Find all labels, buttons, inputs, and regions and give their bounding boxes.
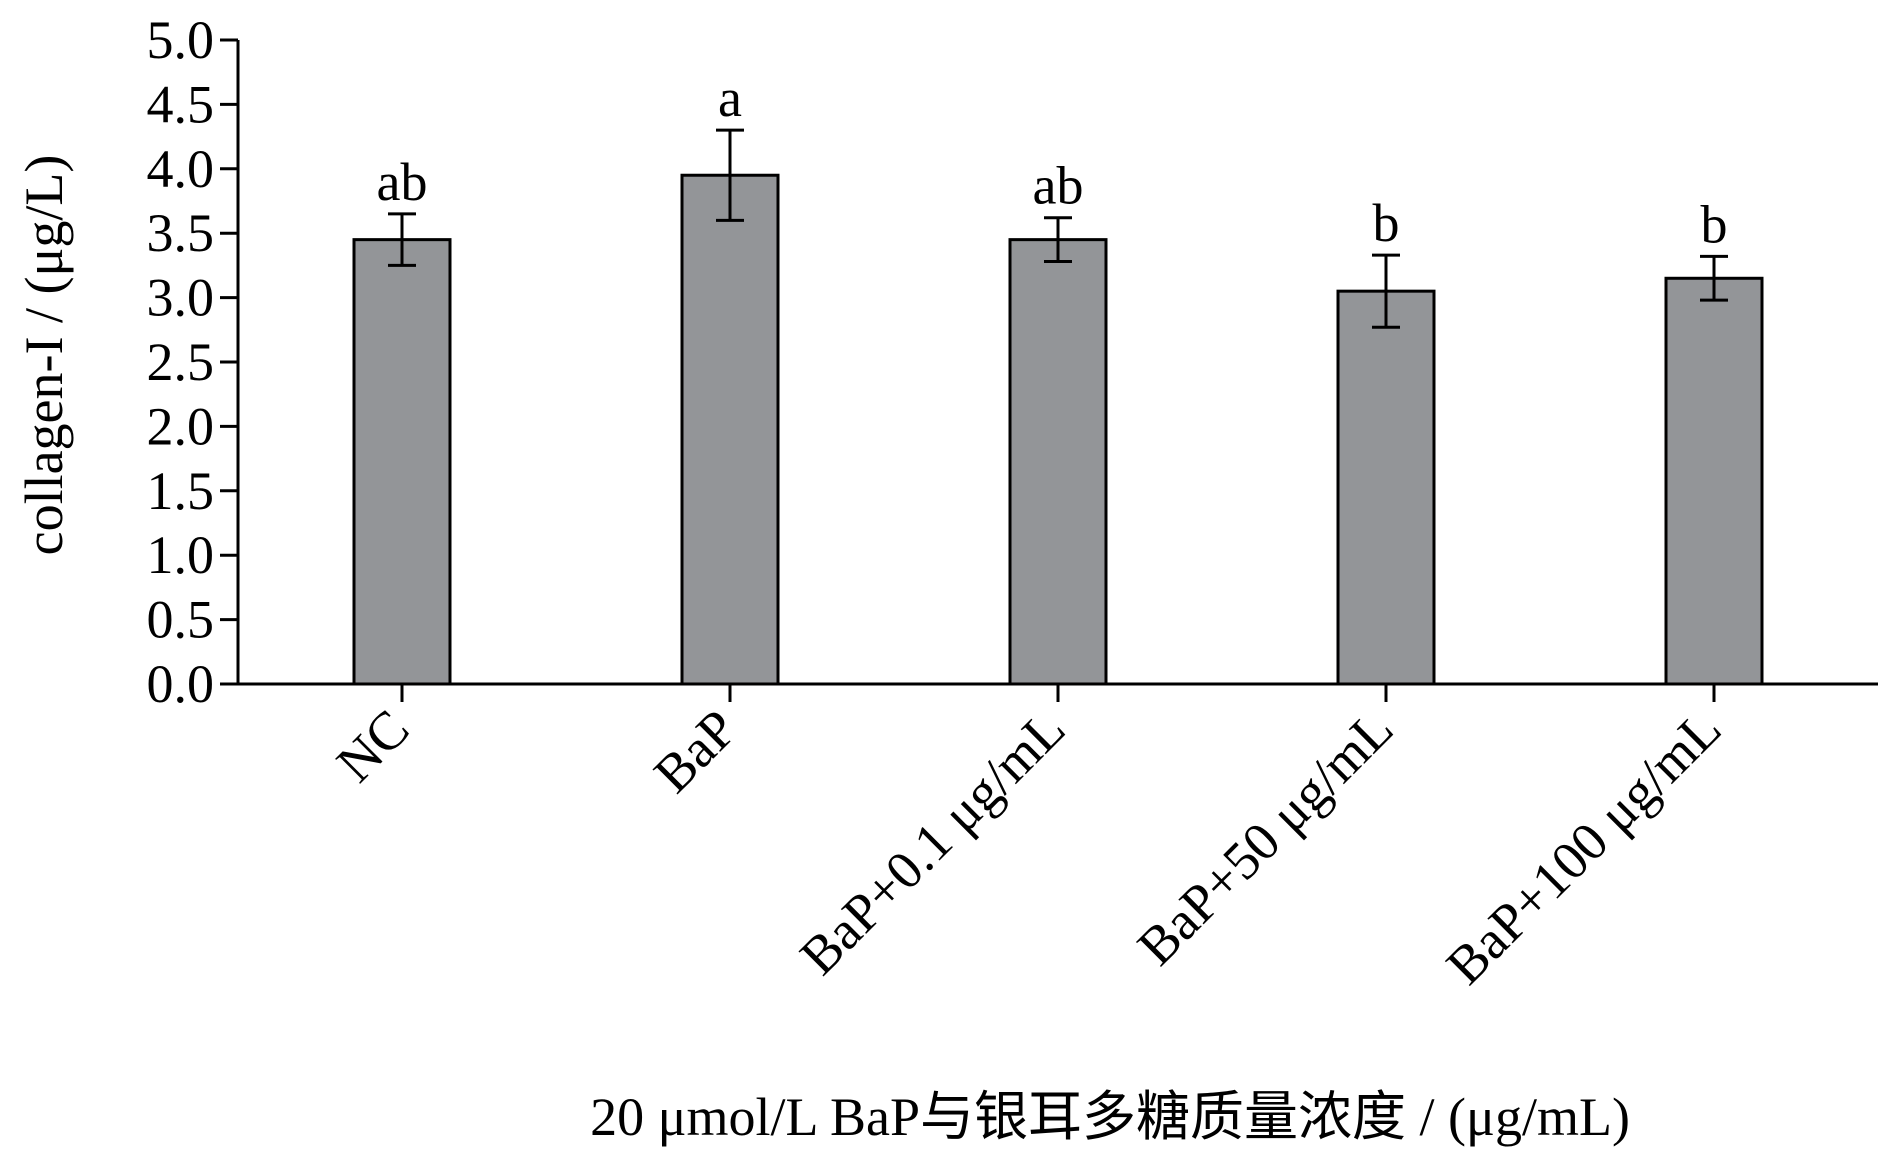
significance-label: b [1373,193,1400,253]
y-tick-label: 3.5 [147,203,215,263]
y-tick-label: 4.0 [147,139,215,199]
y-axis-title: collagen-I / (μg/L) [14,155,74,556]
y-axis-ticks: 0.00.51.01.52.02.53.03.54.04.55.0 [147,10,238,714]
significance-label: b [1701,194,1728,254]
significance-labels: ab a ab b b [377,68,1728,254]
significance-label: a [718,68,742,128]
category-label: BaP+100 μg/mL [1435,698,1733,996]
significance-label: ab [377,152,428,212]
y-tick-label: 2.0 [147,396,215,456]
y-tick-label: 4.5 [147,74,215,134]
y-tick-label: 0.5 [147,590,215,650]
category-label: NC [325,698,420,793]
y-tick-label: 1.5 [147,461,215,521]
x-axis-categories: NC BaP BaP+0.1 μg/mL BaP+50 μg/mL BaP+100 μg… [325,684,1732,996]
y-tick-label: 1.0 [147,525,215,585]
bar [680,173,780,686]
category-label: BaP+0.1 μg/mL [788,698,1076,986]
bar [1008,238,1108,686]
x-axis-title: 20 μmol/L BaP与银耳多糖质量浓度 / (μg/mL) [590,1087,1630,1147]
y-tick-label: 2.5 [147,332,215,392]
category-label: BaP [642,698,748,804]
category-label: BaP+50 μg/mL [1126,698,1405,977]
bar [1664,276,1764,686]
y-tick-label: 0.0 [147,654,215,714]
bar [352,238,452,686]
error-bars [388,128,1728,329]
y-tick-label: 5.0 [147,10,215,70]
y-tick-label: 3.0 [147,268,215,328]
significance-label: ab [1033,156,1084,216]
bar [1336,289,1436,686]
bars [352,173,1764,686]
